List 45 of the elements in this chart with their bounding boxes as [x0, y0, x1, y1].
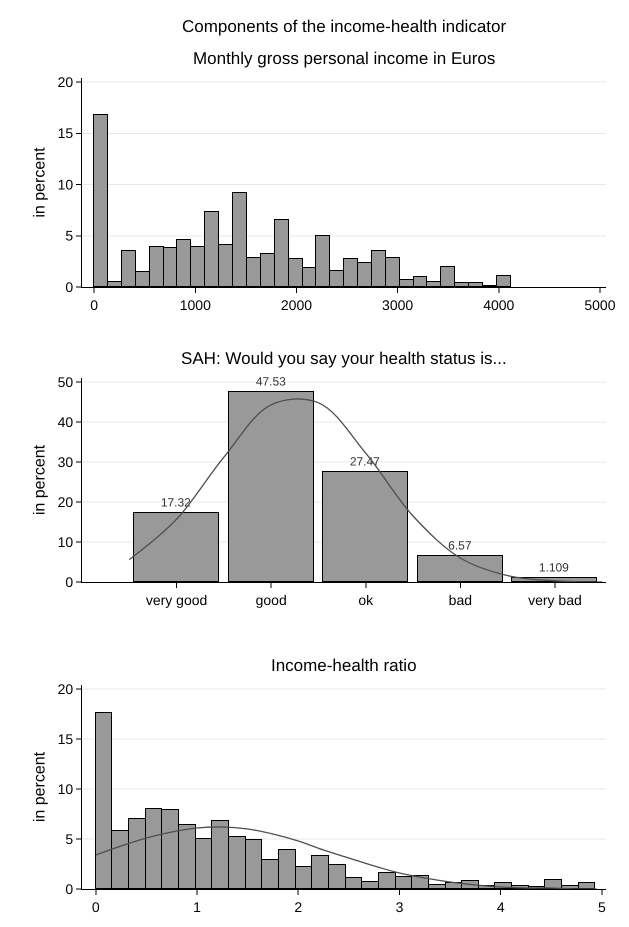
x-tick-label: 5 [598, 898, 606, 915]
x-tick-label: good [256, 592, 287, 608]
x-tick-label: 3 [396, 898, 404, 915]
x-tick-label: 1 [193, 898, 202, 915]
y-tick-label: 10 [58, 780, 74, 797]
x-tick-label: very bad [528, 592, 582, 608]
y-axis-title: in percent [32, 146, 49, 218]
y-tick-label: 5 [65, 228, 74, 244]
data-label: 1.109 [538, 560, 570, 574]
x-tick-label: 1000 [180, 296, 212, 313]
chart-title: Income-health ratio [271, 656, 417, 675]
data-label: 6.57 [448, 538, 472, 552]
y-axis-title: in percent [32, 444, 49, 516]
data-label: 47.53 [256, 374, 286, 388]
y-tick-label: 10 [58, 534, 74, 550]
chart-subtitle: Monthly gross personal income in Euros [193, 49, 496, 68]
x-tick-label: 0 [90, 296, 98, 313]
x-tick-label: 4000 [483, 296, 515, 313]
y-tick-label: 30 [58, 454, 74, 470]
chart-title: Components of the income-health indicator [182, 17, 506, 36]
chart-title: SAH: Would you say your health status is... [181, 349, 507, 368]
x-tick-label: ok [358, 592, 374, 608]
x-tick-label: 5000 [584, 296, 616, 313]
line-series [95, 826, 598, 889]
x-tick-label: 0 [92, 898, 100, 915]
x-tick-label: 2 [294, 898, 302, 915]
y-tick-label: 20 [58, 680, 74, 697]
x-tick-label: 4 [496, 898, 505, 915]
x-tick-label: 3000 [382, 296, 414, 313]
y-tick-label: 10 [58, 176, 74, 192]
y-tick-label: 0 [65, 574, 74, 590]
y-tick-label: 50 [58, 374, 74, 390]
y-tick-label: 20 [58, 74, 74, 90]
y-tick-label: 0 [65, 880, 74, 897]
data-label: 17.32 [160, 496, 192, 510]
y-tick-label: 40 [58, 414, 74, 430]
y-tick-label: 15 [58, 125, 74, 142]
x-tick-label: 2000 [280, 296, 312, 313]
x-tick-label: very good [146, 592, 208, 608]
y-tick-label: 5 [65, 830, 74, 847]
y-tick-label: 0 [65, 278, 74, 295]
y-axis-title: in percent [32, 751, 49, 822]
y-tick-label: 15 [58, 730, 74, 747]
y-tick-label: 20 [58, 494, 74, 510]
x-tick-label: bad [448, 592, 472, 608]
